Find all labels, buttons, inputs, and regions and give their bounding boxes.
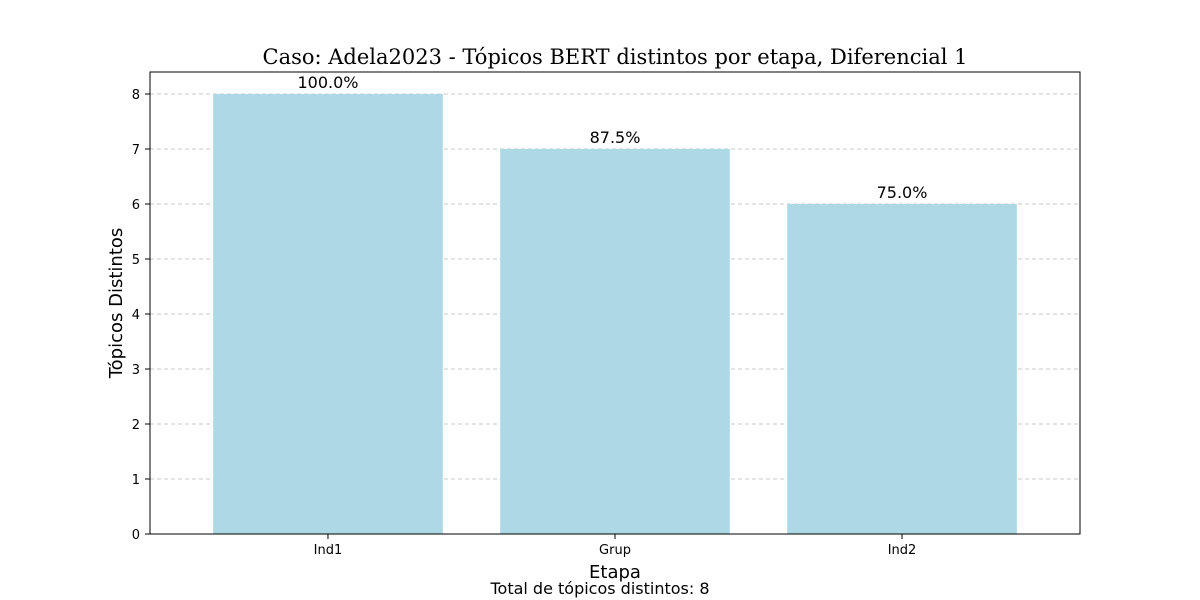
y-tick-label: 8	[132, 88, 140, 103]
y-tick-label: 1	[132, 473, 140, 488]
bar-ind1	[213, 94, 443, 534]
bar-data-label: 100.0%	[297, 73, 358, 92]
bar-grup	[500, 149, 730, 534]
chart-title: Caso: Adela2023 - Tópicos BERT distintos…	[263, 45, 968, 69]
y-tick-label: 0	[132, 528, 140, 543]
bar-data-label: 75.0%	[877, 183, 928, 202]
total-topics-footer: Total de tópicos distintos: 8	[489, 579, 709, 598]
x-axis-ticks: Ind1 Grup Ind2	[314, 534, 917, 558]
y-tick-label: 5	[132, 253, 140, 268]
y-axis-label: Tópicos Distintos	[106, 228, 127, 380]
y-tick-label: 4	[132, 308, 140, 323]
bars	[213, 94, 1017, 534]
x-tick-label: Grup	[599, 543, 631, 558]
y-tick-label: 6	[132, 198, 140, 213]
bar-data-label: 87.5%	[590, 128, 641, 147]
y-tick-label: 2	[132, 418, 140, 433]
x-axis-label: Etapa	[589, 562, 641, 583]
x-tick-label: Ind2	[888, 543, 917, 558]
y-tick-label: 3	[132, 363, 140, 378]
y-axis-ticks: 0 1 2 3 4 5 6 7 8	[132, 88, 150, 543]
x-tick-label: Ind1	[314, 543, 343, 558]
bar-ind2	[787, 204, 1017, 534]
data-labels: 100.0% 87.5% 75.0%	[297, 73, 927, 202]
y-tick-label: 7	[132, 143, 140, 158]
